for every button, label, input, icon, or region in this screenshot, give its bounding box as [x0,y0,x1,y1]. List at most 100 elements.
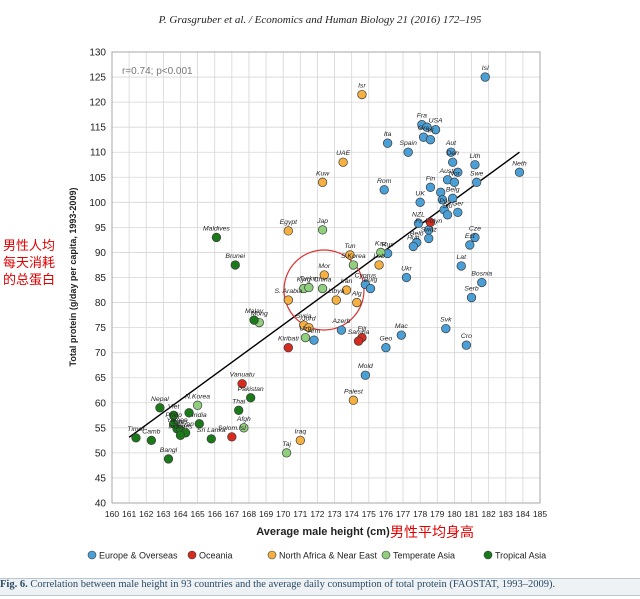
point-label: Pol [439,198,449,205]
annotation-cn-left: 男性人均 每天消耗 的总蛋白 [3,238,63,289]
y-tick-label: 50 [95,448,107,459]
data-point [336,325,347,335]
data-point [348,260,359,270]
point-label: Malay [245,308,264,315]
y-axis-label: Total protein (g/day per capita, 1993-20… [68,188,78,367]
x-tick-label: 160 [105,509,119,519]
point-label: Serb [464,286,479,293]
data-point [413,218,424,229]
data-point [283,226,293,236]
point-label: Fra [417,113,427,120]
y-tick-labels: 40 45 50 55 60 65 70 75 80 85 90 95 100 105 110 115 120 1… [89,48,106,510]
x-tick-label: 185 [533,509,547,519]
point-label: Mac [395,323,408,330]
point-label: Cyprus [355,273,377,280]
point-label: Fin [426,175,436,182]
point-label: Alg [351,291,362,298]
point-label: NZL [412,211,425,218]
point-label: Ita [384,131,392,138]
point-label: Est [465,233,476,240]
legend-swatch [267,550,277,560]
point-label: Ukr [401,266,412,273]
x-tick-label: 164 [173,509,187,519]
x-tick-label: 170 [276,509,290,519]
data-point [456,261,466,271]
data-point [437,195,448,205]
point-label: Geo [379,336,392,343]
annotation-cn-left-line-3: 的总蛋白 [3,273,56,288]
point-label: Jord [301,316,315,323]
point-label: USA [429,118,443,125]
point-label: N.Korea [185,393,210,400]
x-tick-label: 171 [293,509,307,519]
point-label: Kuw [316,170,330,177]
figure-caption-text: Correlation between male height in 93 co… [27,579,556,590]
y-tick-label: 110 [90,148,106,159]
x-tick-label: 169 [259,509,273,519]
point-label: Nepal [151,396,169,403]
figure-caption: Fig. 6. Correlation between male height … [0,578,640,596]
data-point [300,332,311,343]
point-label: Rom [377,178,392,185]
point-label: Thai [232,398,246,405]
y-tick-label: 100 [89,198,106,209]
point-label: Maldives [203,225,230,232]
data-point [425,217,436,228]
point-label: Turkm [299,276,318,283]
x-tick-label: 162 [139,509,153,519]
point-label: Iraq [294,428,306,435]
data-point [424,233,434,244]
data-point [376,247,386,258]
y-tick-label: 85 [95,273,107,284]
x-tick-label: 167 [225,509,239,519]
x-tick-label: 179 [430,509,444,519]
point-label: Fiji [358,326,367,333]
data-point [234,405,244,415]
data-point [425,182,436,192]
point-label: Bosnia [471,271,492,278]
scatter-chart: 40 45 50 55 60 65 70 75 80 85 90 95 100 105 110 115 120 1… [68,48,547,561]
point-label: Isr [358,83,366,90]
annotation-cn-bottom: 男性平均身高 [390,525,474,541]
data-point [357,89,367,100]
point-label: Fr. Polyn [415,218,442,225]
y-tick-label: 75 [95,323,107,334]
point-label: Yemen [166,417,187,424]
point-label: S.Korea [341,253,366,260]
grid-lines [111,51,541,504]
legend-label: Europe & Overseas [99,551,178,561]
x-tick-label: 178 [413,509,427,519]
point-label: S. Arabia [274,288,302,295]
data-point [192,400,203,410]
point-label: Laos [173,418,188,425]
point-label: Austr [439,168,457,175]
x-tick-label: 183 [499,509,513,519]
point-label: Isl [482,65,489,72]
plot-border [111,51,541,504]
data-point [466,292,477,303]
data-point [317,177,328,187]
data-point [211,232,222,243]
data-point [206,434,216,444]
data-point [365,283,376,294]
y-tick-label: 115 [90,123,106,134]
legend-swatch [381,550,391,560]
y-tick-label: 70 [95,348,107,359]
point-label: Syria [296,313,312,320]
legend-swatch [187,550,197,560]
point-label: Nor [449,170,461,177]
point-label: Cro [461,333,472,340]
data-point [480,72,490,82]
data-point [448,193,458,203]
data-point [338,157,348,167]
point-label: Vanuatu [230,372,255,379]
data-point [430,125,441,135]
running-head: P. Grasgruber et al. / Economics and Hum… [158,14,482,26]
data-point [448,157,458,167]
point-label: Leb [373,253,385,260]
legend-swatch [483,550,493,560]
x-tick-label: 184 [516,509,530,519]
point-label: Palest [344,388,364,395]
x-tick-label: 161 [122,509,136,519]
